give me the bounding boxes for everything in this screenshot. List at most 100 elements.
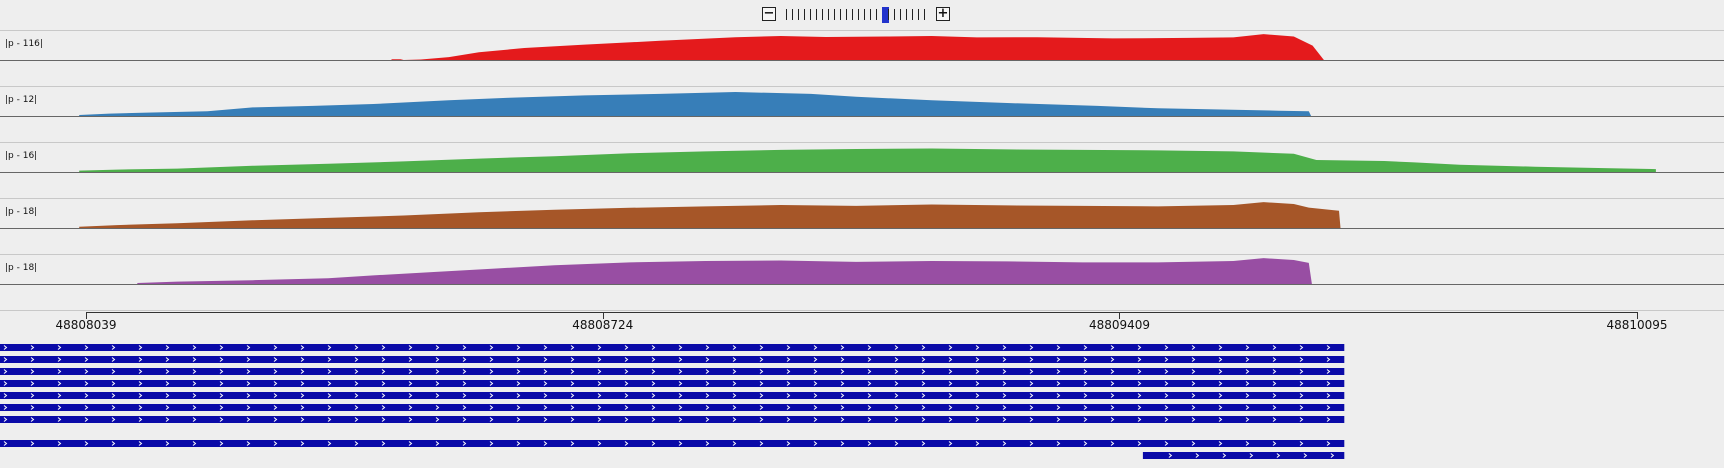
strand-arrow-icon xyxy=(813,369,818,374)
strand-arrow-icon xyxy=(975,345,980,350)
zoom-level-tick[interactable] xyxy=(894,9,895,20)
zoom-level-tick[interactable] xyxy=(876,9,877,20)
strand-arrow-icon xyxy=(354,381,359,386)
strand-arrow-icon xyxy=(975,393,980,398)
strand-arrow-icon xyxy=(867,405,872,410)
zoom-level-tick[interactable] xyxy=(792,9,793,20)
strand-arrow-icon xyxy=(489,393,494,398)
zoom-level-tick[interactable] xyxy=(918,9,919,20)
strand-arrow-icon xyxy=(948,441,953,446)
zoom-level-tick[interactable] xyxy=(906,9,907,20)
strand-arrow-icon xyxy=(408,405,413,410)
zoom-level-tick[interactable] xyxy=(798,9,799,20)
zoom-in-button[interactable]: + xyxy=(936,6,950,21)
strand-arrow-icon xyxy=(57,381,62,386)
strand-arrow-icon xyxy=(813,441,818,446)
track-baseline xyxy=(0,172,1724,173)
strand-arrow-icon xyxy=(1326,357,1331,362)
strand-arrow-icon xyxy=(30,381,35,386)
coverage-track: |p - 12| xyxy=(0,86,1724,142)
strand-arrow-icon xyxy=(1002,405,1007,410)
zoom-level-tick[interactable] xyxy=(924,9,925,20)
strand-arrow-icon xyxy=(1191,357,1196,362)
feature-bar[interactable] xyxy=(0,416,1345,423)
strand-arrow-icon xyxy=(1326,345,1331,350)
strand-arrow-icon xyxy=(948,417,953,422)
strand-arrow-icon xyxy=(1245,357,1250,362)
strand-arrow-icon xyxy=(462,441,467,446)
zoom-level-tick[interactable] xyxy=(846,9,847,20)
strand-arrow-icon xyxy=(1272,393,1277,398)
strand-arrow-icon xyxy=(732,405,737,410)
zoom-level-tick[interactable] xyxy=(840,9,841,20)
zoom-level-tick[interactable] xyxy=(834,9,835,20)
coverage-plot xyxy=(79,202,1341,228)
strand-arrow-icon xyxy=(651,417,656,422)
zoom-level-tick[interactable] xyxy=(852,9,853,20)
strand-arrow-icon xyxy=(273,369,278,374)
feature-bar[interactable] xyxy=(0,440,1345,447)
feature-bar[interactable] xyxy=(1142,452,1345,459)
strand-arrow-icon xyxy=(786,405,791,410)
strand-arrow-icon xyxy=(1299,417,1304,422)
strand-arrow-icon xyxy=(1195,453,1200,458)
strand-arrow-icon xyxy=(867,345,872,350)
strand-arrow-icon xyxy=(759,417,764,422)
strand-arrow-icon xyxy=(597,369,602,374)
strand-arrow-icon xyxy=(327,441,332,446)
zoom-level-tick[interactable] xyxy=(786,9,787,20)
strand-arrow-icon xyxy=(354,345,359,350)
strand-arrow-icon xyxy=(1083,441,1088,446)
strand-arrow-icon xyxy=(1326,417,1331,422)
strand-arrow-icon xyxy=(1083,393,1088,398)
feature-bar[interactable] xyxy=(0,392,1345,399)
strand-arrow-icon xyxy=(165,369,170,374)
strand-arrow-icon xyxy=(1276,453,1281,458)
zoom-out-button[interactable]: − xyxy=(762,6,776,21)
strand-arrow-icon xyxy=(921,405,926,410)
zoom-slider-thumb[interactable] xyxy=(882,7,889,23)
zoom-level-tick[interactable] xyxy=(804,9,805,20)
strand-arrow-icon xyxy=(489,441,494,446)
strand-arrow-icon xyxy=(57,345,62,350)
feature-bar[interactable] xyxy=(0,344,1345,351)
feature-bar[interactable] xyxy=(0,404,1345,411)
feature-bar[interactable] xyxy=(0,380,1345,387)
feature-bar[interactable] xyxy=(0,356,1345,363)
zoom-level-tick[interactable] xyxy=(870,9,871,20)
feature-bar[interactable] xyxy=(0,368,1345,375)
zoom-level-tick[interactable] xyxy=(900,9,901,20)
strand-arrow-icon xyxy=(948,369,953,374)
strand-arrow-icon xyxy=(921,417,926,422)
zoom-level-tick[interactable] xyxy=(822,9,823,20)
strand-arrow-icon xyxy=(300,405,305,410)
zoom-level-tick[interactable] xyxy=(816,9,817,20)
zoom-level-tick[interactable] xyxy=(858,9,859,20)
zoom-level-slider[interactable] xyxy=(786,7,934,23)
strand-arrow-icon xyxy=(732,369,737,374)
strand-arrow-icon xyxy=(1083,417,1088,422)
strand-arrow-icon xyxy=(3,345,8,350)
track-separator xyxy=(0,142,1724,143)
strand-arrow-icon xyxy=(57,369,62,374)
strand-arrow-icon xyxy=(597,381,602,386)
coverage-track: |p - 18| xyxy=(0,254,1724,310)
zoom-level-tick[interactable] xyxy=(912,9,913,20)
strand-arrow-icon xyxy=(435,405,440,410)
strand-arrow-icon xyxy=(327,393,332,398)
strand-arrow-icon xyxy=(84,417,89,422)
strand-arrow-icon xyxy=(273,417,278,422)
strand-arrow-icon xyxy=(111,405,116,410)
zoom-level-tick[interactable] xyxy=(810,9,811,20)
strand-arrow-icon xyxy=(948,357,953,362)
strand-arrow-icon xyxy=(759,441,764,446)
zoom-level-tick[interactable] xyxy=(888,9,889,20)
strand-arrow-icon xyxy=(624,405,629,410)
strand-arrow-icon xyxy=(1299,381,1304,386)
strand-arrow-icon xyxy=(219,417,224,422)
strand-arrow-icon xyxy=(408,381,413,386)
strand-arrow-icon xyxy=(435,369,440,374)
zoom-level-tick[interactable] xyxy=(864,9,865,20)
strand-arrow-icon xyxy=(273,405,278,410)
zoom-level-tick[interactable] xyxy=(828,9,829,20)
